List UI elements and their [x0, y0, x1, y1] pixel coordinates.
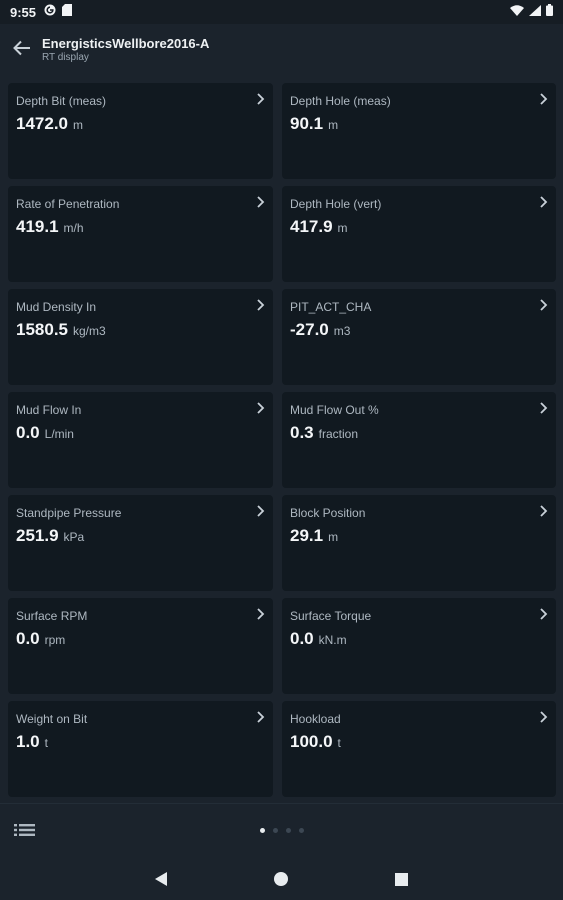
page-subtitle: RT display [42, 52, 89, 63]
system-navigation-bar [0, 856, 563, 900]
metric-card-hookload[interactable]: Hookload 100.0 t [282, 701, 556, 797]
metric-unit: t [337, 736, 341, 750]
metric-label: Mud Density In [16, 300, 97, 314]
list-icon [14, 824, 35, 836]
circle-home-icon [274, 872, 288, 886]
metric-value: 417.9 [290, 217, 333, 236]
chevron-right-icon [540, 402, 548, 414]
metric-card-mud-flow-in[interactable]: Mud Flow In 0.0 L/min [8, 392, 273, 488]
chevron-right-icon [257, 196, 265, 208]
metric-card-rate-of-penetration[interactable]: Rate of Penetration 419.1 m/h [8, 186, 273, 282]
chevron-right-icon [257, 299, 265, 311]
metric-unit: m [73, 118, 83, 132]
metric-value: 1580.5 [16, 320, 68, 339]
google-play-protect-icon [44, 3, 56, 21]
metric-grid: Depth Bit (meas) 1472.0 m Depth Hole (mea… [8, 83, 556, 797]
metric-card-depth-hole-vert[interactable]: Depth Hole (vert) 417.9 m [282, 186, 556, 282]
metric-value: -27.0 [290, 320, 329, 339]
metric-value: 0.0 [16, 423, 40, 442]
chevron-right-icon [540, 93, 548, 105]
status-time: 9:55 [10, 4, 37, 20]
list-view-button[interactable] [14, 820, 36, 840]
metric-card-mud-density-in[interactable]: Mud Density In 1580.5 kg/m3 [8, 289, 273, 385]
metric-label: Rate of Penetration [16, 197, 120, 211]
metric-value: 251.9 [16, 526, 59, 545]
metric-unit: kg/m3 [73, 324, 106, 338]
metric-value: 1.0 [16, 732, 40, 751]
metric-label: Depth Hole (vert) [290, 197, 382, 211]
page-dot-active[interactable] [259, 828, 265, 833]
metric-value: 0.0 [290, 629, 314, 648]
chevron-right-icon [257, 711, 265, 723]
chevron-right-icon [540, 196, 548, 208]
metric-card-mud-flow-out[interactable]: Mud Flow Out % 0.3 fraction [282, 392, 556, 488]
divider [0, 803, 563, 804]
nav-back-button[interactable] [152, 870, 170, 888]
nav-recents-button[interactable] [392, 870, 410, 888]
status-bar: 9:55 [0, 0, 563, 24]
metric-card-pit-act-cha[interactable]: PIT_ACT_CHA -27.0 m3 [282, 289, 556, 385]
metric-label: Depth Bit (meas) [16, 94, 107, 108]
metric-unit: m/h [63, 221, 84, 235]
app-bar: EnergisticsWellbore2016-A RT display [0, 24, 563, 76]
page-title: EnergisticsWellbore2016-A [42, 36, 210, 51]
back-button[interactable] [2, 24, 42, 76]
page-dot[interactable] [285, 828, 291, 833]
metric-label: Block Position [290, 506, 366, 520]
metric-label: Mud Flow Out % [290, 403, 379, 417]
page-dot[interactable] [298, 828, 304, 833]
metric-unit: rpm [44, 633, 66, 647]
metric-unit: m [328, 118, 339, 132]
metric-value: 90.1 [290, 114, 324, 133]
page-indicator [0, 828, 563, 833]
metric-value: 419.1 [16, 217, 59, 236]
metric-label: Standpipe Pressure [16, 506, 122, 520]
nav-home-button[interactable] [272, 870, 290, 888]
metric-unit: m3 [333, 324, 351, 338]
square-recents-icon [394, 872, 408, 886]
chevron-right-icon [257, 505, 265, 517]
metric-card-block-position[interactable]: Block Position 29.1 m [282, 495, 556, 591]
chevron-right-icon [540, 299, 548, 311]
wifi-icon [510, 3, 524, 21]
chevron-right-icon [257, 608, 265, 620]
metric-label: Surface RPM [16, 609, 88, 623]
metric-label: Weight on Bit [16, 712, 88, 726]
metric-value: 0.3 [290, 423, 314, 442]
chevron-right-icon [540, 505, 548, 517]
metric-unit: fraction [318, 427, 358, 441]
metric-card-weight-on-bit[interactable]: Weight on Bit 1.0 t [8, 701, 273, 797]
battery-icon [546, 3, 553, 21]
metric-card-surface-rpm[interactable]: Surface RPM 0.0 rpm [8, 598, 273, 694]
signal-icon [529, 3, 541, 21]
chevron-right-icon [257, 93, 265, 105]
metric-value: 100.0 [290, 732, 333, 751]
metric-card-depth-bit-meas[interactable]: Depth Bit (meas) 1472.0 m [8, 83, 273, 179]
sd-card-icon [62, 3, 73, 21]
metric-label: Hookload [290, 712, 341, 726]
chevron-right-icon [257, 402, 265, 414]
metric-label: Surface Torque [290, 609, 372, 623]
metric-value: 29.1 [290, 526, 324, 545]
triangle-back-icon [155, 872, 167, 886]
metric-label: PIT_ACT_CHA [290, 300, 372, 314]
metric-label: Mud Flow In [16, 403, 82, 417]
metric-unit: m [337, 221, 348, 235]
metric-unit: m [328, 530, 339, 544]
metric-unit: kN.m [318, 633, 347, 647]
metric-unit: L/min [44, 427, 74, 441]
metric-card-surface-torque[interactable]: Surface Torque 0.0 kN.m [282, 598, 556, 694]
metric-card-standpipe-pressure[interactable]: Standpipe Pressure 251.9 kPa [8, 495, 273, 591]
metric-unit: kPa [63, 530, 85, 544]
metric-card-depth-hole-meas[interactable]: Depth Hole (meas) 90.1 m [282, 83, 556, 179]
chevron-right-icon [540, 608, 548, 620]
arrow-left-icon [13, 40, 31, 61]
bottom-toolbar [0, 804, 563, 856]
metric-value: 0.0 [16, 629, 40, 648]
page-dot[interactable] [272, 828, 278, 833]
metric-value: 1472.0 [16, 114, 68, 133]
metric-unit: t [44, 736, 48, 750]
metric-label: Depth Hole (meas) [290, 94, 391, 108]
chevron-right-icon [540, 711, 548, 723]
